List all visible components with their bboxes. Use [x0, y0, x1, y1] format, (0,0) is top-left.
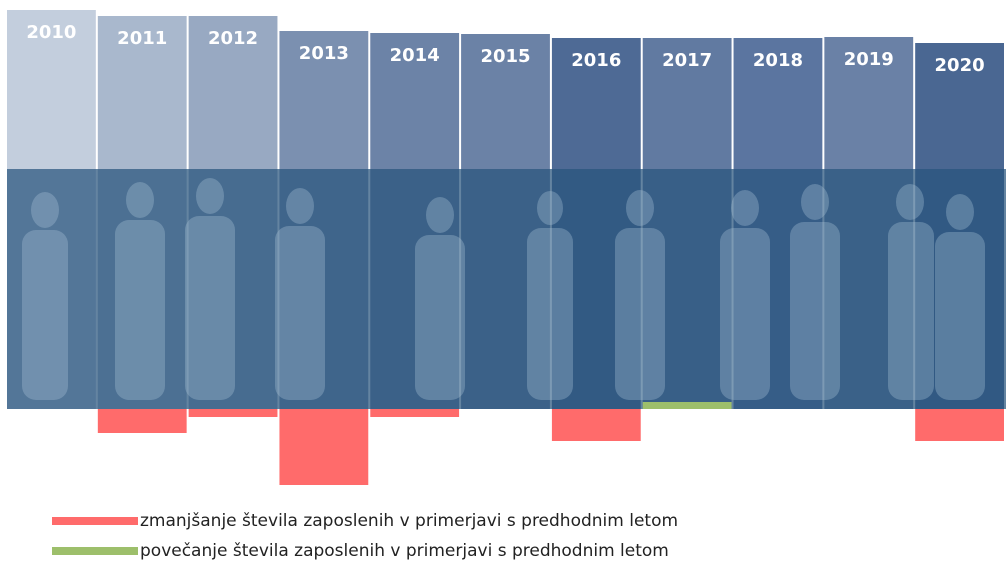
year-label: 2020	[935, 55, 985, 76]
change-bar	[915, 409, 1004, 441]
legend-label: zmanjšanje števila zaposlenih v primerja…	[140, 511, 678, 531]
chart: 2010 2011 2012 2013 2014 2015 2016 2017 2018 2019…	[0, 0, 1006, 563]
change-bar	[279, 409, 368, 485]
year-label: 2016	[571, 50, 621, 71]
change-bar	[552, 409, 641, 441]
year-label: 2012	[208, 28, 258, 49]
year-label: 2011	[117, 28, 167, 49]
legend-label: povečanje števila zaposlenih v primerjav…	[140, 541, 669, 561]
legend: zmanjšanje števila zaposlenih v primerja…	[52, 511, 678, 561]
year-label: 2014	[390, 45, 440, 66]
year-label: 2017	[662, 50, 712, 71]
year-label: 2019	[844, 49, 894, 70]
year-label: 2018	[753, 50, 803, 71]
legend-swatch	[52, 517, 138, 525]
year-label: 2010	[26, 22, 76, 43]
year-label: 2013	[299, 43, 349, 64]
changes	[98, 402, 1004, 485]
change-bar	[643, 402, 732, 409]
change-bar	[189, 409, 278, 417]
legend-swatch	[52, 547, 138, 555]
year-label: 2015	[480, 46, 530, 67]
change-bar	[370, 409, 459, 417]
change-bar	[98, 409, 187, 433]
